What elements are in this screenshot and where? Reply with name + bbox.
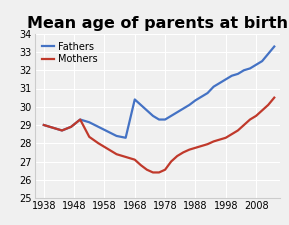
Fathers (88, 121, 91, 124)
Mothers (248, 118, 252, 121)
Fathers (106, 130, 109, 133)
Fathers (151, 115, 155, 117)
Fathers (42, 124, 45, 126)
Mothers (133, 158, 136, 161)
Mothers (236, 129, 240, 132)
Mothers (254, 115, 258, 117)
Mothers (206, 143, 209, 146)
Mothers (60, 129, 64, 132)
Fathers (218, 82, 221, 84)
Mothers (194, 146, 197, 149)
Mothers (97, 142, 100, 145)
Fathers (266, 52, 270, 55)
Mothers (230, 133, 234, 135)
Fathers (97, 126, 100, 128)
Fathers (200, 95, 203, 98)
Title: Mean age of parents at birth: Mean age of parents at birth (27, 16, 288, 31)
Fathers (181, 107, 185, 110)
Mothers (51, 126, 55, 129)
Fathers (115, 135, 118, 137)
Mothers (145, 168, 149, 171)
Mothers (200, 145, 203, 147)
Fathers (175, 111, 179, 114)
Mothers (266, 104, 270, 106)
Fathers (133, 98, 136, 101)
Fathers (194, 99, 197, 102)
Line: Fathers: Fathers (44, 47, 274, 138)
Mothers (181, 151, 185, 154)
Mothers (163, 168, 167, 171)
Mothers (260, 109, 264, 112)
Mothers (273, 96, 276, 99)
Fathers (51, 126, 55, 129)
Fathers (212, 85, 215, 88)
Fathers (145, 109, 149, 112)
Mothers (212, 140, 215, 143)
Mothers (218, 138, 221, 141)
Mothers (115, 153, 118, 155)
Fathers (169, 115, 173, 117)
Fathers (260, 60, 264, 63)
Line: Mothers: Mothers (44, 98, 274, 172)
Fathers (139, 104, 142, 106)
Fathers (273, 45, 276, 48)
Fathers (230, 74, 234, 77)
Mothers (242, 124, 246, 126)
Fathers (242, 69, 246, 72)
Mothers (42, 124, 45, 126)
Mothers (175, 155, 179, 157)
Fathers (248, 67, 252, 70)
Fathers (254, 63, 258, 66)
Mothers (106, 147, 109, 150)
Mothers (139, 164, 142, 166)
Mothers (78, 118, 82, 121)
Mothers (124, 156, 127, 158)
Fathers (188, 104, 191, 106)
Fathers (124, 136, 127, 139)
Fathers (206, 92, 209, 94)
Mothers (151, 171, 155, 174)
Fathers (78, 118, 82, 121)
Fathers (157, 118, 161, 121)
Fathers (163, 118, 167, 121)
Mothers (169, 160, 173, 163)
Fathers (60, 129, 64, 132)
Fathers (69, 126, 73, 128)
Fathers (236, 72, 240, 75)
Fathers (224, 78, 227, 81)
Mothers (188, 148, 191, 151)
Legend: Fathers, Mothers: Fathers, Mothers (40, 39, 101, 67)
Mothers (224, 136, 227, 139)
Mothers (88, 135, 91, 138)
Mothers (157, 171, 161, 174)
Mothers (69, 126, 73, 128)
